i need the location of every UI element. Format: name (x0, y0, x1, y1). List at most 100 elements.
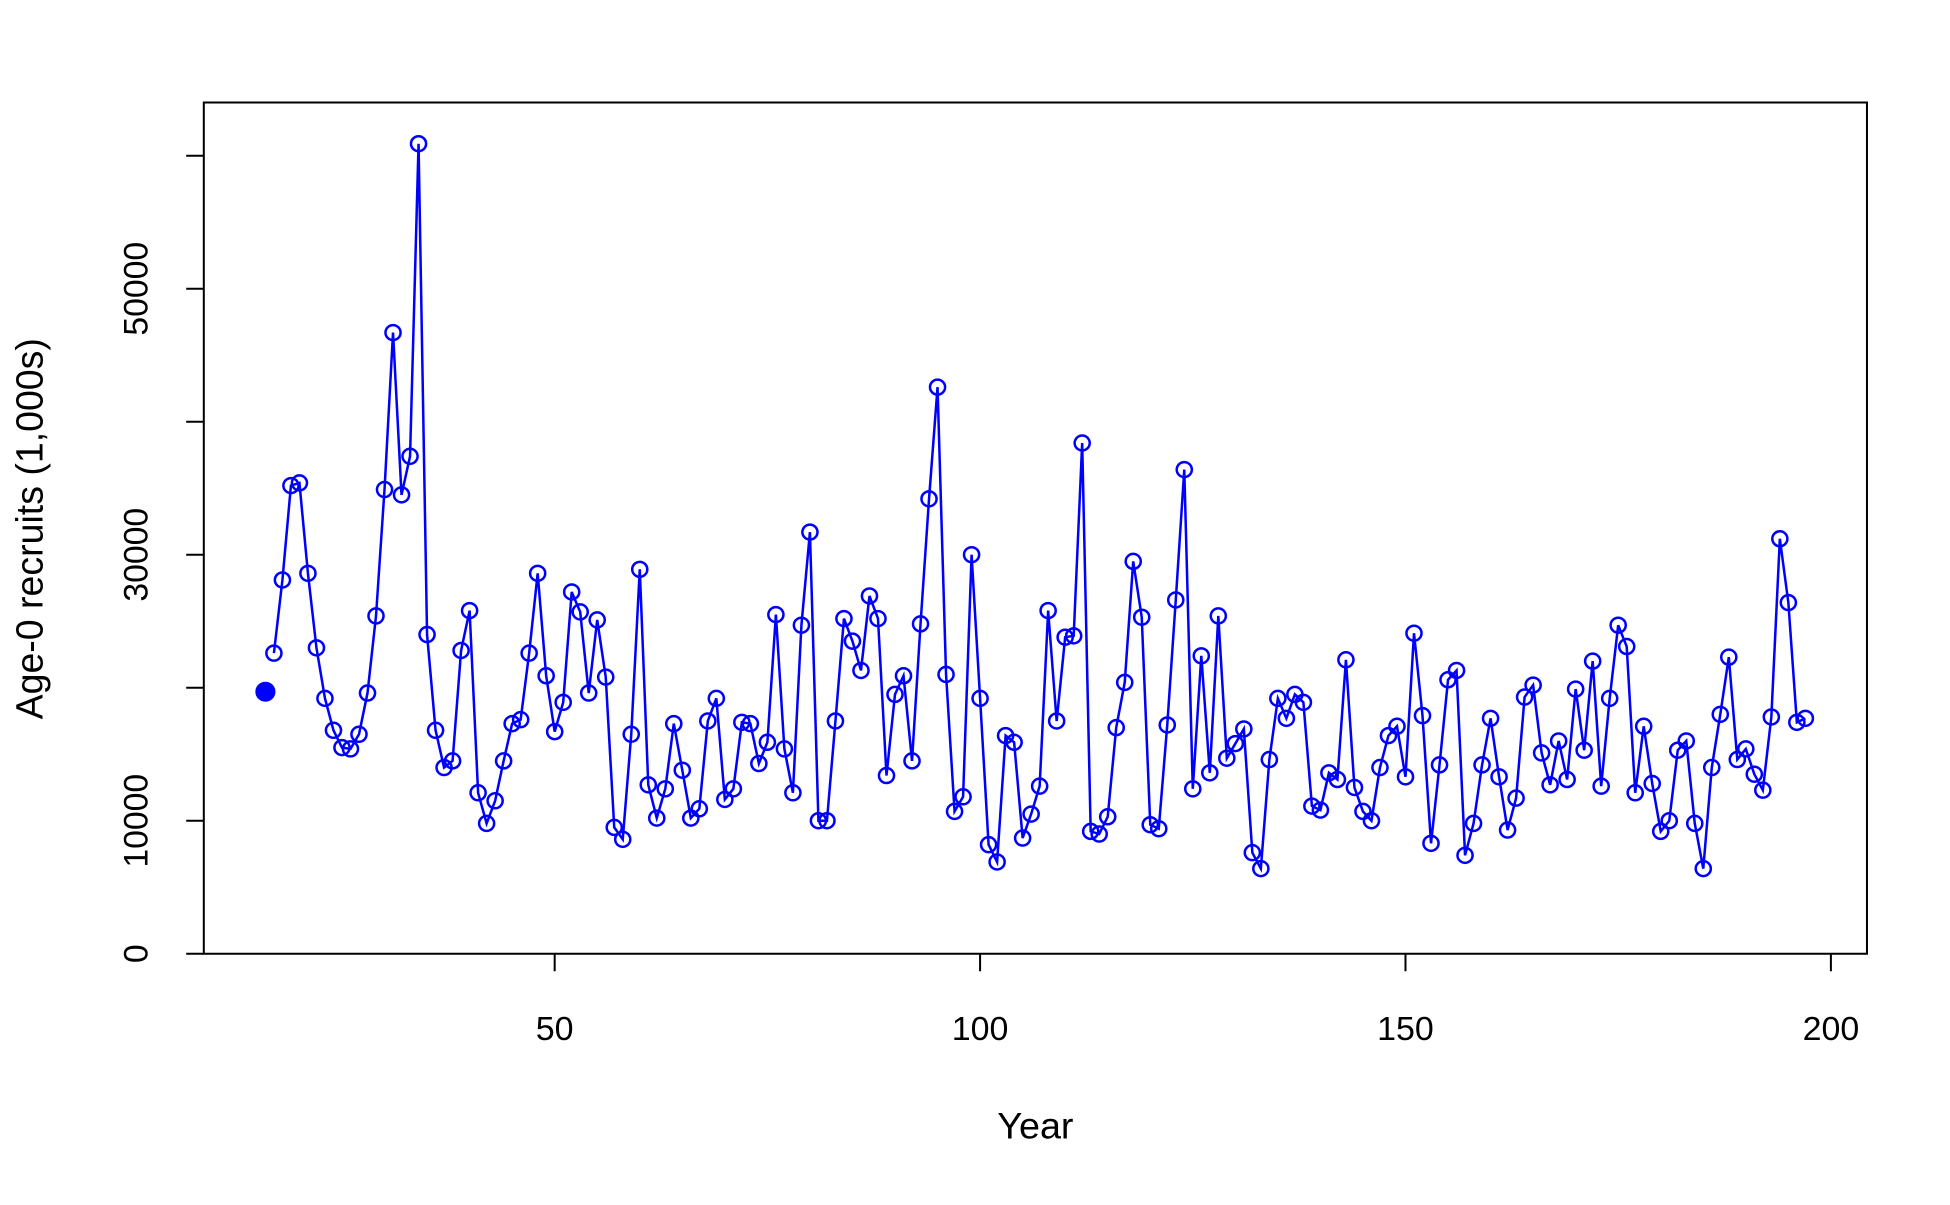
data-point (1609, 616, 1627, 634)
data-point (673, 761, 692, 779)
data-point (1149, 819, 1168, 838)
data-point (1737, 740, 1755, 758)
data-point (469, 784, 487, 802)
data-point (1651, 822, 1670, 841)
data-point (1771, 530, 1789, 548)
data-point (818, 811, 836, 830)
data-point (1183, 780, 1202, 798)
data-point (869, 609, 887, 628)
data-point (860, 587, 879, 605)
data-point (1243, 843, 1262, 862)
data-point (903, 752, 921, 770)
data-point (1107, 718, 1126, 737)
y-tick-label: 50000 (117, 242, 155, 336)
plot-frame (202, 101, 1868, 955)
data-point (1515, 688, 1534, 706)
data-point (1592, 777, 1610, 795)
data-point (299, 564, 317, 583)
data-point (733, 713, 751, 732)
data-point (1166, 591, 1185, 609)
data-point (1745, 765, 1764, 783)
data-point (1200, 764, 1219, 782)
data-point (894, 667, 913, 685)
data-point (750, 754, 768, 773)
data-point (1311, 801, 1330, 819)
data-point (1430, 756, 1449, 774)
x-tick-label: 50 (536, 1010, 574, 1048)
data-point (639, 776, 658, 794)
x-tick-label: 150 (1377, 1010, 1434, 1048)
data-point (1413, 706, 1432, 725)
data-point (707, 689, 726, 708)
data-point (1788, 713, 1806, 732)
data-point (724, 780, 743, 798)
data-point (324, 721, 343, 740)
data-point (1039, 601, 1057, 620)
data-point (716, 790, 734, 809)
data-point (528, 564, 547, 583)
data-point (1235, 720, 1253, 738)
data-point (1141, 815, 1160, 834)
data-point (979, 835, 998, 854)
data-point (1728, 750, 1747, 769)
y-tick-label: 0 (117, 944, 155, 963)
data-point (503, 714, 521, 733)
data-point (1269, 689, 1287, 708)
data-point (1218, 749, 1236, 767)
data-point (886, 685, 904, 704)
data-point (1022, 805, 1040, 823)
data-point (486, 792, 504, 810)
data-point (596, 668, 615, 686)
data-point (307, 639, 326, 657)
data-point (801, 523, 819, 541)
data-point (1660, 811, 1679, 830)
data-point (826, 712, 845, 730)
data-point (1481, 709, 1500, 728)
data-point (741, 714, 760, 733)
x-axis-label: Year (997, 1105, 1073, 1147)
y-tick-label: 10000 (117, 774, 155, 868)
data-point (775, 740, 794, 758)
data-point (1294, 693, 1313, 712)
data-point (767, 605, 785, 624)
data-point (1115, 673, 1134, 692)
data-point (954, 788, 972, 806)
data-point (554, 693, 572, 712)
data-point (1583, 652, 1602, 670)
data-point (1754, 781, 1772, 799)
data-point (792, 616, 811, 634)
data-point (1617, 637, 1636, 656)
data-point (1345, 778, 1364, 797)
data-point (367, 607, 385, 625)
data-point (1558, 770, 1576, 789)
data-point (1047, 712, 1066, 730)
data-point (1702, 758, 1721, 777)
data-point (1779, 593, 1798, 612)
data-point (1447, 661, 1466, 680)
data-point (1711, 705, 1730, 724)
data-point (1719, 648, 1738, 666)
data-point (1464, 814, 1483, 833)
data-point (1124, 552, 1143, 571)
data-point (1532, 744, 1551, 762)
data-point (1337, 651, 1355, 669)
data-point (1081, 822, 1100, 841)
data-point (511, 710, 530, 729)
data-point (664, 714, 683, 733)
data-point (1005, 733, 1023, 752)
data-point (1209, 607, 1228, 625)
data-point (350, 725, 368, 744)
data-point (809, 811, 828, 830)
y-axis-label: Age-0 recruits (1,000s) (9, 338, 51, 719)
data-point (962, 545, 981, 564)
data-point (452, 641, 470, 660)
data-point (920, 490, 938, 508)
data-point (460, 601, 479, 620)
data-point (290, 474, 309, 492)
data-point (1643, 774, 1662, 793)
data-point (877, 766, 896, 785)
data-point (647, 809, 666, 827)
data-point (1762, 708, 1781, 726)
y-tick-label: 30000 (117, 508, 155, 602)
